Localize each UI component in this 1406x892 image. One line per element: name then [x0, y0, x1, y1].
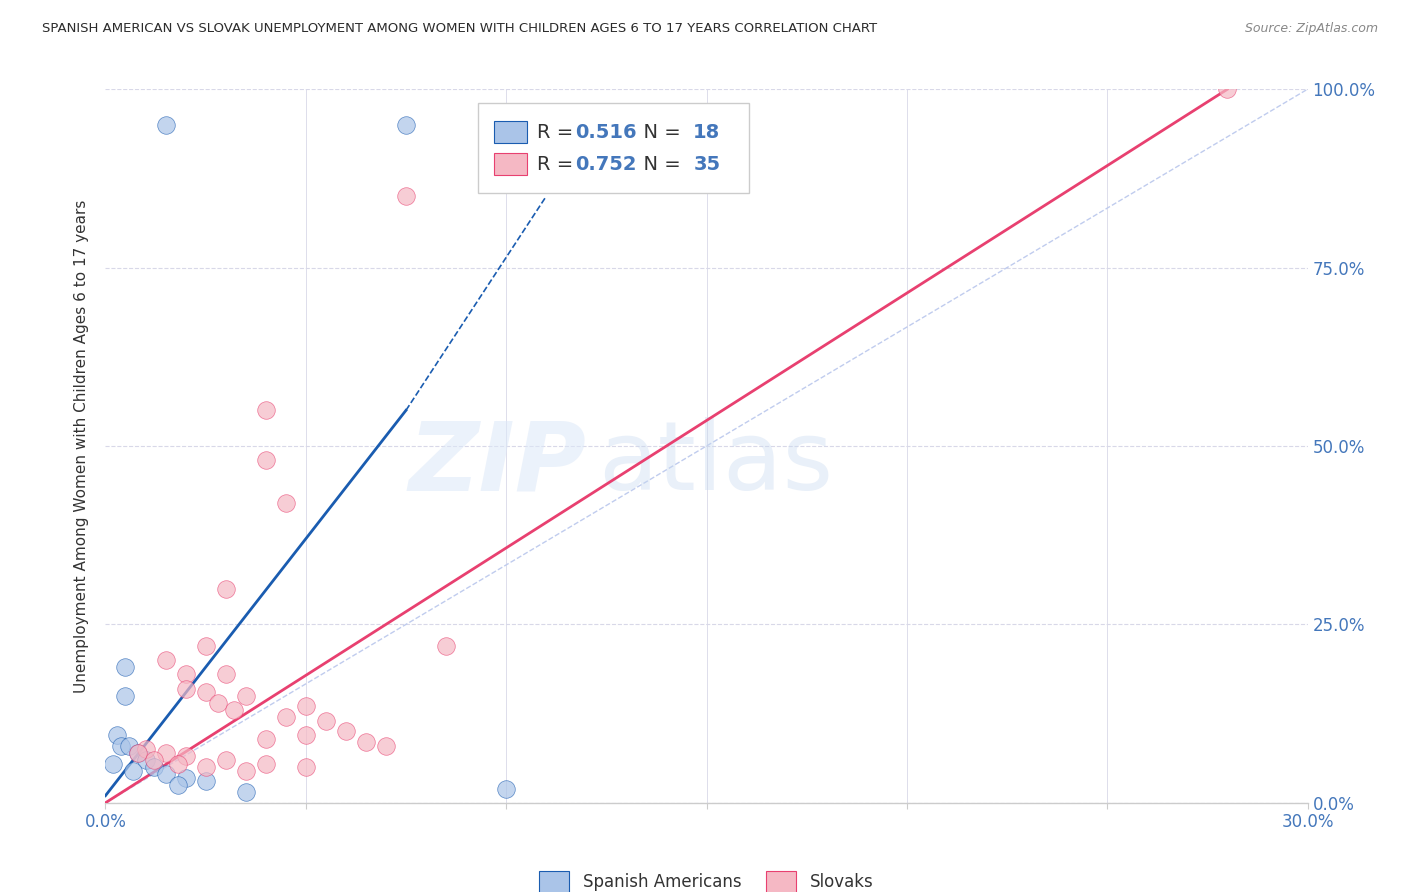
Point: [395, 118, 418, 132]
FancyBboxPatch shape: [494, 153, 527, 175]
Text: 0.516: 0.516: [575, 122, 637, 142]
Point: [114, 689, 136, 703]
Point: [1216, 82, 1239, 96]
Point: [295, 760, 318, 774]
Point: [194, 774, 217, 789]
Point: [194, 639, 217, 653]
Point: [142, 753, 165, 767]
Point: [295, 728, 318, 742]
Text: R =: R =: [537, 154, 579, 174]
Point: [127, 746, 149, 760]
Point: [135, 753, 157, 767]
Point: [222, 703, 245, 717]
Point: [395, 189, 418, 203]
Point: [354, 735, 377, 749]
Point: [174, 681, 197, 696]
Point: [254, 731, 277, 746]
Legend: Spanish Americans, Slovaks: Spanish Americans, Slovaks: [533, 864, 880, 892]
Point: [207, 696, 229, 710]
Point: [166, 778, 188, 792]
Point: [295, 699, 318, 714]
Point: [155, 746, 177, 760]
Point: [214, 753, 236, 767]
Text: N =: N =: [631, 122, 686, 142]
Point: [118, 739, 141, 753]
Point: [254, 403, 277, 417]
Text: Source: ZipAtlas.com: Source: ZipAtlas.com: [1244, 22, 1378, 36]
Point: [235, 764, 257, 778]
Point: [235, 689, 257, 703]
Point: [110, 739, 132, 753]
Point: [194, 685, 217, 699]
Point: [103, 756, 125, 771]
Point: [155, 653, 177, 667]
Point: [194, 760, 217, 774]
Text: 35: 35: [693, 154, 720, 174]
Point: [374, 739, 398, 753]
Text: N =: N =: [631, 154, 686, 174]
Point: [434, 639, 457, 653]
FancyBboxPatch shape: [478, 103, 748, 193]
Point: [142, 760, 165, 774]
Point: [174, 667, 197, 681]
FancyBboxPatch shape: [494, 121, 527, 143]
Point: [254, 756, 277, 771]
Text: atlas: atlas: [599, 417, 834, 510]
Point: [155, 767, 177, 781]
Point: [254, 453, 277, 467]
Text: ZIP: ZIP: [408, 417, 586, 510]
Point: [214, 667, 236, 681]
Point: [155, 118, 177, 132]
Text: 0.752: 0.752: [575, 154, 637, 174]
Point: [335, 724, 357, 739]
Point: [235, 785, 257, 799]
Text: 18: 18: [693, 122, 720, 142]
Y-axis label: Unemployment Among Women with Children Ages 6 to 17 years: Unemployment Among Women with Children A…: [75, 199, 90, 693]
Point: [174, 749, 197, 764]
Point: [107, 728, 129, 742]
Point: [214, 582, 236, 596]
Point: [274, 496, 297, 510]
Point: [274, 710, 297, 724]
Point: [114, 660, 136, 674]
Point: [122, 764, 145, 778]
Point: [174, 771, 197, 785]
Point: [315, 714, 337, 728]
Point: [166, 756, 188, 771]
Point: [135, 742, 157, 756]
Text: SPANISH AMERICAN VS SLOVAK UNEMPLOYMENT AMONG WOMEN WITH CHILDREN AGES 6 TO 17 Y: SPANISH AMERICAN VS SLOVAK UNEMPLOYMENT …: [42, 22, 877, 36]
Point: [495, 781, 517, 796]
Point: [127, 746, 149, 760]
Text: R =: R =: [537, 122, 579, 142]
